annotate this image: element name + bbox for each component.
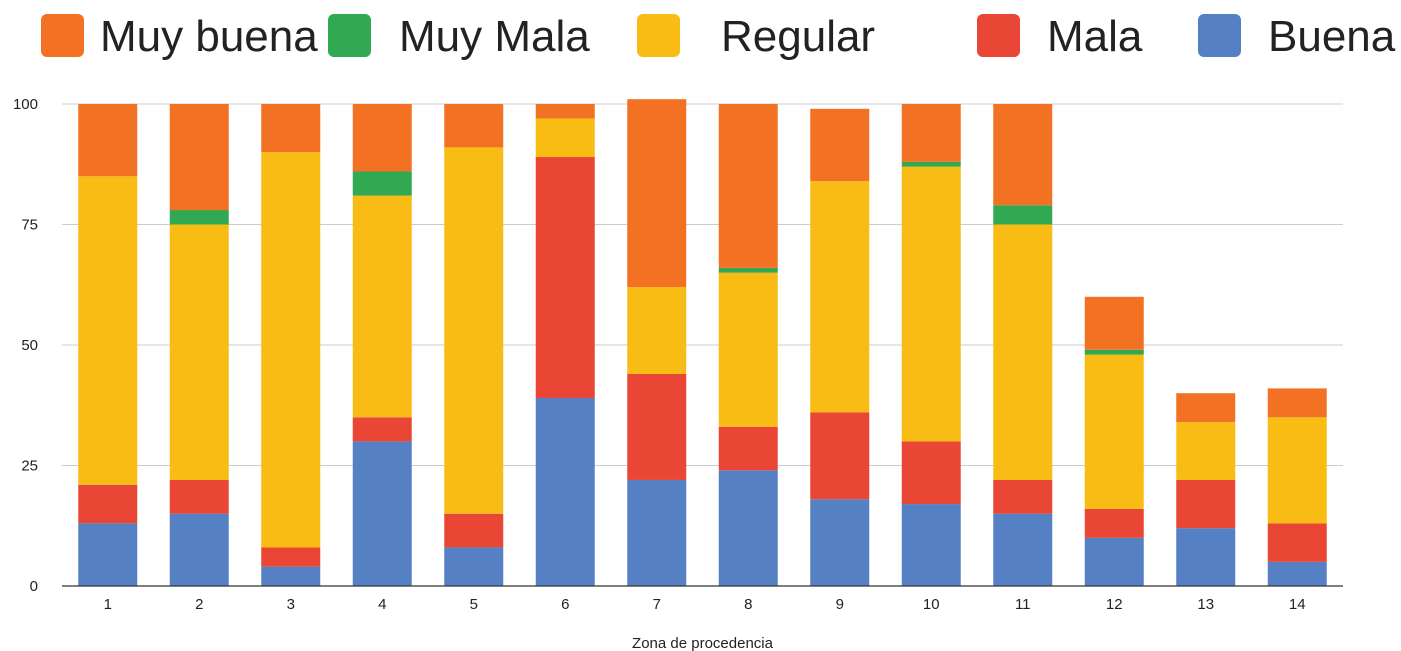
x-tick-label: 1 [104,596,112,613]
x-axis-ticks: 1 2 3 4 5 6 7 8 9 10 11 12 13 14 [104,596,1306,613]
legend-swatch-muy-mala [328,14,371,57]
bar-segment-mala [718,426,778,471]
y-tick-label: 25 [21,458,38,475]
y-tick-label: 0 [30,578,38,595]
bar-segment-muy-buena [78,104,138,177]
legend-swatch-muy-buena [41,14,84,57]
bar-segment-mala [1084,508,1144,538]
bar-segment-regular [993,224,1053,480]
bar-segment-buena [901,504,961,586]
bar-segment-mala [901,441,961,505]
bar-segment-buena [718,470,778,586]
x-tick-label: 5 [470,596,478,613]
x-tick-label: 12 [1106,596,1123,613]
bar-segment-muy-buena [261,104,321,153]
x-tick-label: 14 [1289,596,1306,613]
legend-label-regular: Regular [721,12,875,61]
bar-segment-muy-mala [352,171,412,196]
bar-segment-regular [901,166,961,442]
y-tick-label: 75 [21,217,38,234]
bar-segment-regular [169,224,229,480]
bar-segment-regular [1267,417,1327,524]
bar-segment-muy-buena [535,104,595,119]
bar-segment-mala [169,479,229,514]
bar-segment-buena [1176,528,1236,586]
bar-segment-muy-buena [993,104,1053,206]
bar-segment-regular [718,272,778,427]
bar-segment-buena [261,566,321,586]
legend-label-muy-mala: Muy Mala [399,12,590,61]
gridlines [62,103,1343,466]
bar-segment-muy-mala [718,267,778,273]
bar-segment-mala [535,157,595,399]
y-tick-label: 50 [21,337,38,354]
bar-segment-muy-mala [169,210,229,225]
bar-segment-mala [261,547,321,567]
bar-segment-muy-buena [352,104,412,172]
bars [78,99,1327,586]
bar-segment-buena [169,513,229,586]
x-tick-label: 10 [923,596,940,613]
bar-segment-mala [1267,523,1327,562]
legend-swatch-buena [1198,14,1241,57]
bar-segment-muy-buena [1267,388,1327,418]
bar-segment-regular [1084,354,1144,509]
bar-segment-muy-buena [1084,296,1144,350]
bar-segment-buena [78,523,138,586]
legend-swatch-mala [977,14,1020,57]
y-axis-ticks: 0 25 50 75 100 [13,96,38,595]
bar-segment-buena [352,441,412,586]
legend-label-muy-buena: Muy buena [100,12,318,61]
x-tick-label: 3 [287,596,295,613]
bar-segment-mala [810,412,870,500]
bar-segment-regular [1176,422,1236,480]
bar-segment-buena [444,547,504,586]
bar-segment-regular [535,118,595,158]
bar-segment-muy-buena [627,99,687,288]
bar-segment-muy-mala [1084,349,1144,355]
x-tick-label: 11 [1015,596,1031,613]
bar-segment-buena [1084,537,1144,586]
bar-segment-muy-buena [718,104,778,268]
bar-segment-buena [627,479,687,586]
bar-segment-regular [261,152,321,548]
bar-segment-buena [993,513,1053,586]
bar-segment-muy-buena [901,104,961,162]
bar-segment-buena [535,398,595,586]
bar-segment-muy-mala [901,161,961,167]
bar-segment-mala [1176,479,1236,529]
bar-segment-mala [78,484,138,524]
bar-segment-mala [993,479,1053,514]
bar-segment-buena [810,499,870,586]
x-tick-label: 8 [744,596,752,613]
bar-segment-muy-mala [993,205,1053,225]
x-axis-title: Zona de procedencia [632,635,774,651]
bar-segment-regular [352,195,412,418]
bar-segment-muy-buena [1176,393,1236,423]
x-tick-label: 2 [195,596,203,613]
x-tick-label: 4 [378,596,386,613]
bar-segment-regular [810,181,870,413]
legend-label-buena: Buena [1268,12,1396,61]
bar-segment-muy-buena [444,104,504,148]
bar-segment-regular [627,287,687,374]
legend-swatch-regular [637,14,680,57]
x-tick-label: 7 [653,596,661,613]
x-tick-label: 6 [561,596,569,613]
bar-segment-mala [627,373,687,480]
bar-segment-muy-buena [810,108,870,182]
x-tick-label: 9 [836,596,844,613]
legend: Muy buena Muy Mala Regular Mala Buena [41,12,1396,61]
legend-label-mala: Mala [1047,12,1143,61]
bar-segment-buena [1267,561,1327,586]
y-tick-label: 100 [13,96,38,113]
bar-segment-regular [444,147,504,514]
bar-segment-regular [78,176,138,485]
bar-segment-mala [444,513,504,548]
bar-segment-mala [352,417,412,442]
x-tick-label: 13 [1197,596,1214,613]
bar-segment-muy-buena [169,104,229,211]
